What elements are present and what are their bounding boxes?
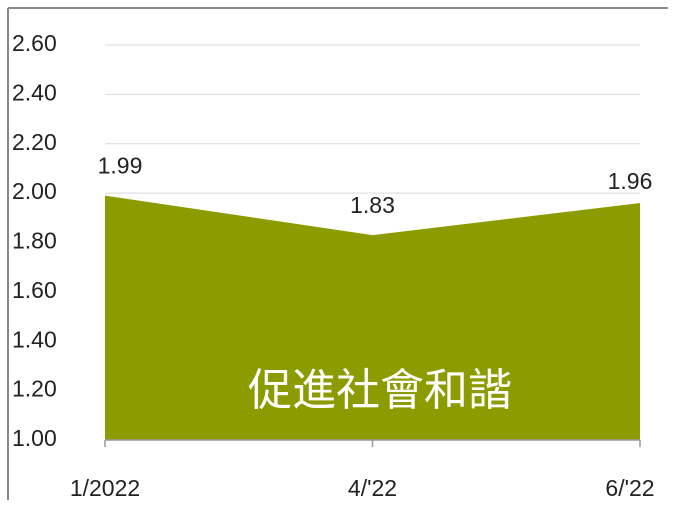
data-label: 1.99 xyxy=(98,153,143,179)
y-tick-label: 2.60 xyxy=(12,30,57,56)
data-label: 1.83 xyxy=(350,192,395,218)
y-tick-label: 1.00 xyxy=(12,425,57,451)
y-tick-label: 2.40 xyxy=(12,79,57,105)
area xyxy=(105,195,640,440)
x-tick-label: 4/'22 xyxy=(348,475,397,501)
y-tick-label: 1.60 xyxy=(12,277,57,303)
y-tick-label: 1.40 xyxy=(12,326,57,352)
y-tick-label: 1.20 xyxy=(12,376,57,402)
x-tick-label: 1/2022 xyxy=(70,475,140,501)
x-tick-label: 6/'22 xyxy=(605,475,654,501)
y-tick-label: 2.20 xyxy=(12,129,57,155)
annotation: 促進社會和諧 xyxy=(248,365,512,416)
y-tick-label: 2.00 xyxy=(12,178,57,204)
data-label: 1.96 xyxy=(608,168,653,194)
y-tick-label: 1.80 xyxy=(12,228,57,254)
